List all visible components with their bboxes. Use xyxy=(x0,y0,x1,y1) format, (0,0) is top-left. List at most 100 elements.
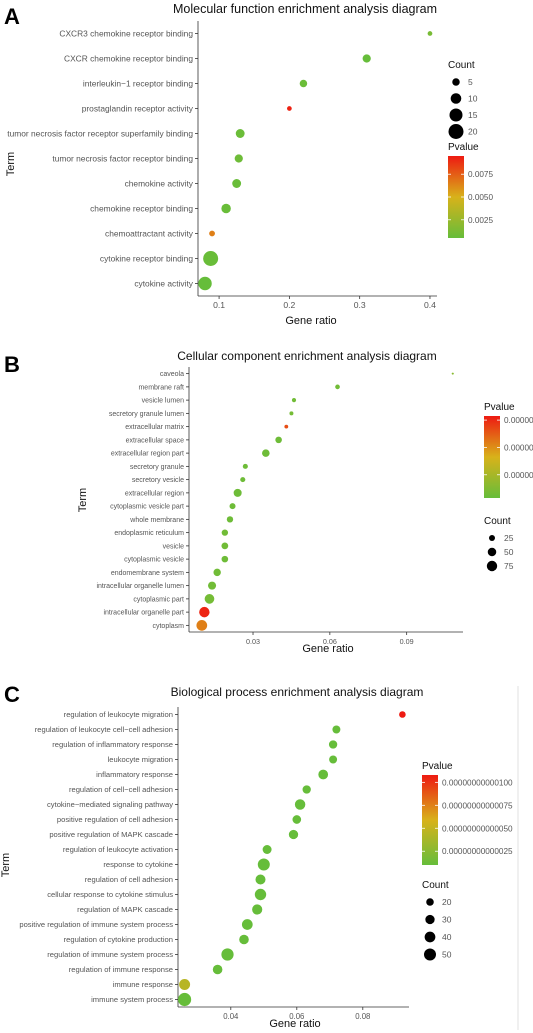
panel-letter: C xyxy=(4,682,20,707)
count-legend-title: Count xyxy=(422,880,449,891)
pvalue-legend: Pvalue 0.00000000000025 0.00000000000050 0.… xyxy=(422,761,513,865)
count-legend: Count 5 10 15 20 xyxy=(448,60,478,139)
data-point xyxy=(213,568,221,577)
data-point xyxy=(299,79,308,88)
count-legend: Count 20 30 40 50 xyxy=(422,880,452,961)
x-tick-label: 0.06 xyxy=(323,637,337,646)
term-label: cytokine−mediated signaling pathway xyxy=(47,800,173,809)
count-legend-dot xyxy=(426,898,434,906)
term-label: chemokine activity xyxy=(125,178,194,188)
chart-title: Cellular component enrichment analysis d… xyxy=(177,349,436,363)
count-legend-label: 20 xyxy=(468,127,478,137)
count-legend-dot xyxy=(489,535,495,541)
term-label: interleukin−1 receptor binding xyxy=(83,78,193,88)
data-point xyxy=(284,424,289,429)
term-label: chemoattractant activity xyxy=(105,228,194,238)
count-legend-dot xyxy=(424,931,436,943)
data-point xyxy=(235,129,245,138)
data-point xyxy=(262,845,272,854)
panel-c-biological-process: C Biological process enrichment analysis… xyxy=(0,682,519,1030)
chart-title: Biological process enrichment analysis d… xyxy=(171,685,424,699)
data-point xyxy=(221,542,229,550)
pvalue-legend-title: Pvalue xyxy=(422,761,453,772)
term-label: secretory granule xyxy=(130,464,184,471)
term-label: intracellular organelle part xyxy=(103,610,184,617)
data-point xyxy=(318,769,329,780)
panel-b-cellular-component: B Cellular component enrichment analysis… xyxy=(4,349,533,655)
data-point xyxy=(226,516,234,523)
panel-letter: B xyxy=(4,352,20,377)
term-label: inflammatory response xyxy=(96,770,173,779)
term-label: CXCR3 chemokine receptor binding xyxy=(59,28,193,38)
data-point xyxy=(232,179,242,188)
x-tick-label: 0.3 xyxy=(354,300,366,310)
term-label: immune response xyxy=(113,980,173,989)
count-legend-label: 10 xyxy=(468,94,478,104)
x-axis-label: Gene ratio xyxy=(269,1018,320,1030)
count-legend-dot xyxy=(450,93,462,104)
count-legend-dot xyxy=(449,108,463,122)
term-label: prostaglandin receptor activity xyxy=(82,103,194,113)
pvalue-legend-title: Pvalue xyxy=(448,142,479,153)
count-legend-dot xyxy=(448,124,464,139)
term-label: regulation of inflammatory response xyxy=(52,740,173,749)
count-legend-label: 50 xyxy=(442,950,452,960)
term-label: leukocyte migration xyxy=(108,755,173,764)
term-label: secretory granule lumen xyxy=(109,411,184,418)
term-label: cytokine activity xyxy=(134,278,193,288)
data-point xyxy=(203,251,219,266)
data-point xyxy=(239,934,249,945)
term-label: regulation of cell−cell adhesion xyxy=(69,785,173,794)
y-axis-label: Term xyxy=(5,152,17,176)
term-label: positive regulation of immune system pro… xyxy=(19,920,173,929)
colorbar-label: 0.000002 xyxy=(504,471,533,480)
data-point xyxy=(332,725,341,734)
term-label: tumor necrosis factor receptor binding xyxy=(52,153,193,163)
data-point xyxy=(221,203,231,214)
count-legend-dot xyxy=(425,914,435,925)
term-label: intracellular organelle lumen xyxy=(96,583,184,590)
chart-title: Molecular function enrichment analysis d… xyxy=(173,2,437,16)
term-label: cytoplasmic part xyxy=(133,596,184,603)
data-point xyxy=(212,964,223,975)
count-legend-label: 75 xyxy=(504,561,514,571)
x-tick-label: 0.1 xyxy=(213,300,225,310)
term-label: extracellular matrix xyxy=(125,424,184,431)
count-legend-dot xyxy=(452,78,460,86)
data-point xyxy=(362,54,371,63)
term-label: regulation of cell adhesion xyxy=(85,875,173,884)
term-label: vesicle xyxy=(163,543,185,550)
data-point xyxy=(196,620,208,631)
term-label: CXCR chemokine receptor binding xyxy=(64,53,193,63)
count-legend: Count 25 50 75 xyxy=(484,516,514,572)
data-point xyxy=(221,555,229,563)
term-label: extracellular space xyxy=(126,437,184,444)
pvalue-legend-title: Pvalue xyxy=(484,402,515,413)
data-point xyxy=(335,384,340,390)
data-point xyxy=(288,829,299,840)
data-point xyxy=(233,488,242,497)
data-point xyxy=(289,411,294,416)
data-point xyxy=(451,372,454,375)
count-legend-label: 25 xyxy=(504,533,514,543)
pvalue-colorbar xyxy=(484,416,500,498)
colorbar-label: 0.0050 xyxy=(468,193,493,202)
count-legend-label: 15 xyxy=(468,110,478,120)
data-point xyxy=(255,874,266,885)
colorbar-label: 0.0075 xyxy=(468,170,493,179)
term-label: positive regulation of MAPK cascade xyxy=(49,830,173,839)
term-label: regulation of immune system process xyxy=(47,950,173,959)
count-legend-label: 5 xyxy=(468,77,473,87)
pvalue-legend: Pvalue 0.0025 0.0050 0.0075 xyxy=(448,142,493,238)
term-label: extracellular region part xyxy=(111,451,184,458)
panel-letter: A xyxy=(4,4,20,29)
x-tick-label: 0.2 xyxy=(283,300,295,310)
data-point xyxy=(257,858,270,871)
data-point xyxy=(427,31,433,36)
term-label: vesicle lumen xyxy=(142,398,185,405)
data-point xyxy=(240,477,246,483)
colorbar-label: 0.000006 xyxy=(504,416,533,425)
data-point xyxy=(234,154,243,163)
term-label: endoplasmic reticulum xyxy=(114,530,184,537)
